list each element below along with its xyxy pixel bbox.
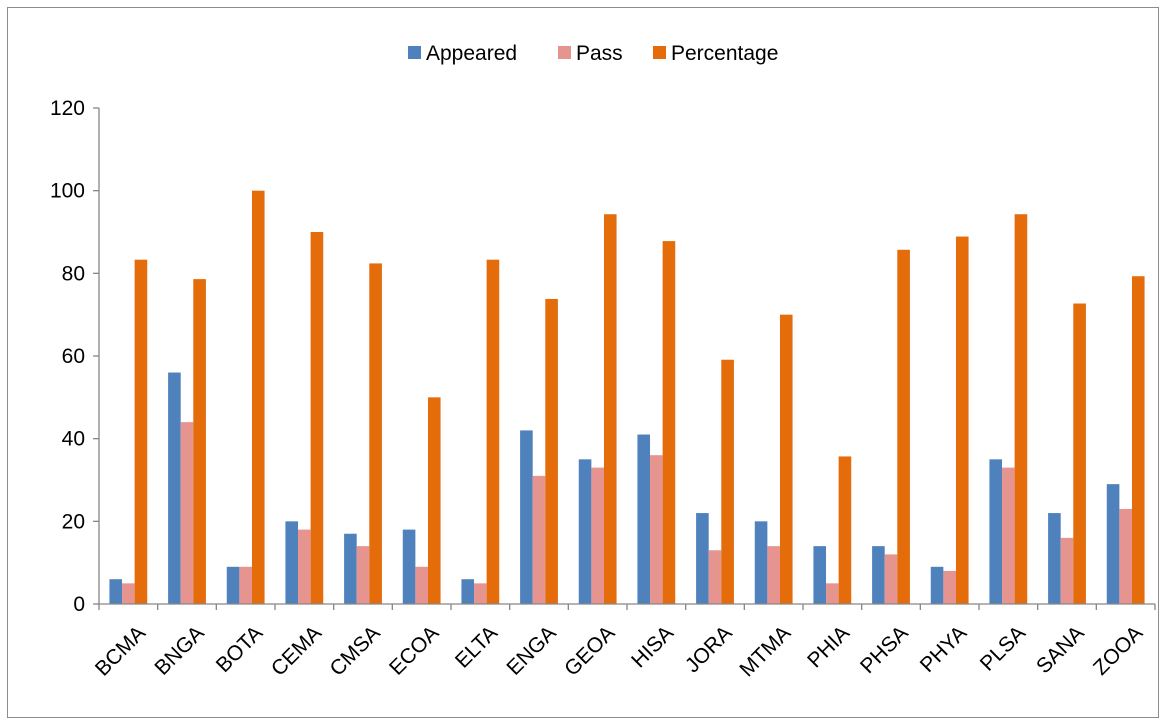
x-tick-label: ZOOA: [1089, 621, 1147, 679]
bars: [109, 190, 1145, 605]
x-tick-label: BCMA: [91, 621, 150, 680]
bar-appeared: [226, 566, 240, 604]
bar-percentage: [1131, 276, 1145, 604]
bar-pass: [1002, 467, 1015, 604]
y-tick-label: 80: [62, 262, 85, 285]
y-tick-label: 0: [73, 593, 85, 616]
x-tick-label: GEOA: [560, 621, 619, 680]
y-tick-label: 100: [50, 180, 85, 203]
bar-percentage: [1073, 303, 1086, 604]
x-tick-label: PHSA: [856, 621, 913, 678]
bar-pass: [708, 550, 722, 604]
legend-label: Pass: [576, 42, 623, 65]
x-tick-label: PLSA: [976, 621, 1030, 675]
legend-swatch: [653, 46, 666, 59]
y-tick-label: 60: [62, 345, 85, 368]
x-tick-label: PHYA: [916, 621, 972, 677]
bar-percentage: [955, 236, 969, 604]
x-tick-label: JORA: [681, 621, 737, 677]
bar-pass: [767, 546, 780, 604]
legend: Appeared Pass Percentage: [408, 42, 778, 65]
chart-frame: [7, 7, 1159, 718]
bar-appeared: [1048, 513, 1061, 604]
legend-swatch: [558, 46, 571, 59]
bar-percentage: [603, 214, 617, 604]
x-tick-label: HISA: [627, 621, 678, 672]
bar-percentage: [1014, 214, 1028, 604]
bar-pass: [474, 583, 487, 604]
bar-percentage: [838, 456, 852, 604]
bar-appeared: [168, 372, 181, 604]
bar-pass: [884, 554, 898, 604]
x-tick-label: PHIA: [803, 621, 854, 672]
bar-percentage: [897, 249, 910, 605]
bar-appeared: [402, 529, 416, 604]
y-tick-label: 40: [62, 428, 85, 451]
bar-appeared: [872, 546, 885, 604]
bar-appeared: [109, 579, 123, 604]
bar-pass: [356, 546, 370, 604]
x-tick-label: CMSA: [326, 621, 385, 680]
x-tick-label: MTMA: [735, 621, 795, 681]
bar-appeared: [344, 533, 357, 604]
bar-pass: [180, 422, 194, 604]
bar-pass: [943, 570, 956, 604]
bar-appeared: [696, 513, 709, 604]
y-tick-label: 120: [50, 97, 85, 120]
bar-percentage: [369, 263, 382, 604]
bar-pass: [239, 566, 252, 604]
x-tick-label: CEMA: [267, 621, 326, 680]
bar-percentage: [486, 259, 500, 604]
bar-pass: [650, 455, 663, 604]
legend-label: Appeared: [426, 42, 517, 65]
bar-pass: [415, 566, 428, 604]
bar-percentage: [721, 359, 734, 604]
x-tick-label: BNGA: [150, 621, 208, 679]
x-axis: BCMA BNGA BOTA CEMA CMSA ECOA ELTA ENGA GEOA HISA…: [91, 603, 1156, 681]
bar-percentage: [251, 190, 265, 604]
bar-appeared: [989, 459, 1003, 604]
bar-pass: [1060, 537, 1074, 604]
bar-appeared: [1106, 484, 1120, 604]
bar-percentage: [427, 397, 441, 604]
x-tick-label: ELTA: [451, 621, 502, 672]
bar-appeared: [461, 579, 475, 604]
bar-appeared: [520, 430, 533, 604]
bar-pass: [298, 529, 311, 604]
bar-pass: [591, 467, 604, 604]
bar-appeared: [754, 521, 768, 604]
legend-label: Percentage: [671, 42, 778, 65]
bar-percentage: [662, 241, 676, 605]
bar-appeared: [578, 459, 592, 604]
x-tick-label: ECOA: [385, 621, 443, 679]
bar-pass: [122, 583, 135, 604]
bar-percentage: [545, 298, 558, 604]
bar-pass: [532, 475, 546, 604]
bar-appeared: [637, 434, 651, 604]
bar-appeared: [930, 566, 944, 604]
y-tick-label: 20: [62, 510, 85, 533]
bar-pass: [1119, 508, 1132, 604]
bar-percentage: [779, 314, 793, 604]
x-tick-label: ENGA: [502, 621, 560, 679]
x-tick-label: SANA: [1032, 621, 1089, 678]
legend-swatch: [408, 46, 421, 59]
y-axis: 0 20 40 60 80 100 120: [50, 97, 100, 616]
bar-pass: [826, 583, 839, 604]
bar-percentage: [310, 232, 324, 604]
bar-appeared: [285, 521, 299, 604]
bar-percentage: [134, 259, 148, 604]
bar-percentage: [193, 279, 206, 604]
x-tick-label: BOTA: [212, 621, 268, 677]
bar-appeared: [813, 546, 827, 604]
